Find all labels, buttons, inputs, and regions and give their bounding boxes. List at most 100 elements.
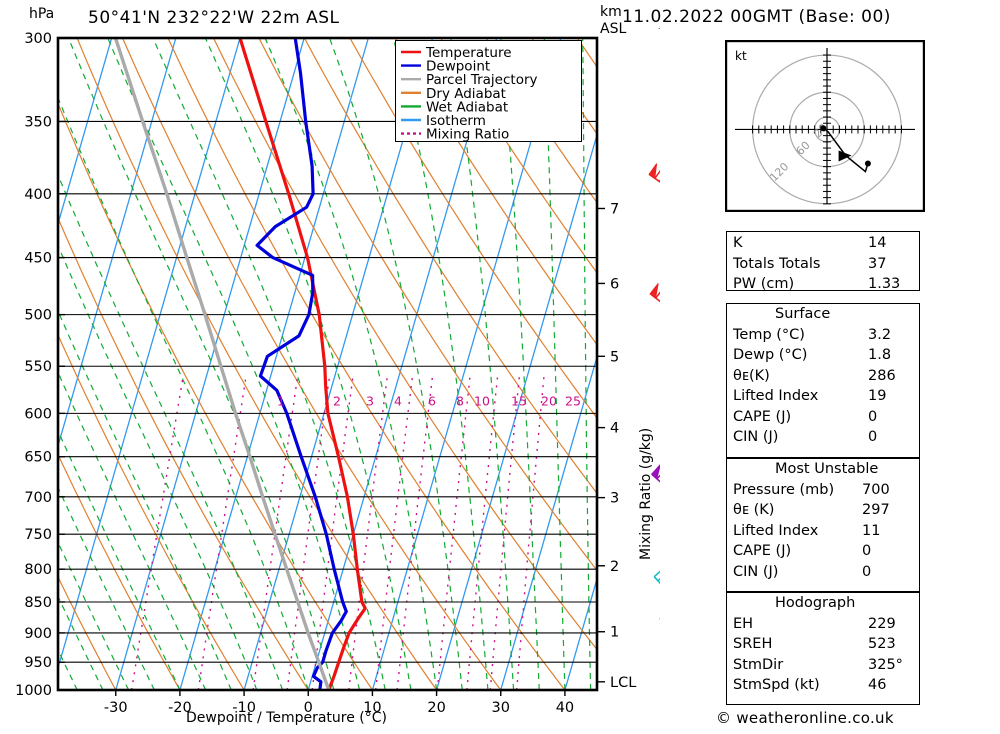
hodograph-unit-label: kt bbox=[735, 49, 747, 63]
panel-row-label: Dewp (°C) bbox=[733, 347, 808, 363]
temperature-tick-label: 10 bbox=[363, 700, 381, 716]
panel-row-value: 523 bbox=[868, 636, 896, 652]
pressure-tick-label: 500 bbox=[24, 308, 52, 324]
legend bbox=[395, 40, 582, 142]
dry-adiabat-line bbox=[623, 38, 660, 690]
pressure-tick-label: 650 bbox=[24, 450, 52, 466]
mixing-ratio-line bbox=[396, 375, 434, 690]
height-tick-label: 7 bbox=[610, 201, 619, 217]
wet-adiabat-line bbox=[582, 38, 592, 690]
panel-row-label: StmSpd (kt) bbox=[733, 677, 820, 693]
mixing-ratio-label: 25 bbox=[565, 393, 581, 408]
panel-row-value: 0 bbox=[862, 563, 872, 580]
pressure-tick-label: 800 bbox=[24, 562, 52, 578]
pressure-tick-label: 400 bbox=[24, 187, 52, 203]
height-tick-label: 3 bbox=[610, 491, 619, 507]
isotherm-line bbox=[58, 38, 241, 671]
pressure-tick-label: 1000 bbox=[15, 683, 52, 699]
indices-panel bbox=[726, 231, 920, 291]
panel-row-value: 0 bbox=[868, 429, 878, 445]
pressure-tick-label: 950 bbox=[24, 655, 52, 671]
parcel-trajectory-trace bbox=[113, 38, 331, 690]
isotherm-line bbox=[371, 38, 562, 690]
legend-label: Dry Adiabat bbox=[426, 86, 506, 102]
height-tick-label: 1 bbox=[610, 625, 619, 641]
mixing-ratio-label: 8 bbox=[456, 393, 464, 408]
panel-row-value: 0 bbox=[862, 543, 872, 559]
isotherm-line bbox=[307, 38, 498, 690]
panel-row-label: θᴇ (K) bbox=[733, 502, 775, 518]
lcl-label: LCL bbox=[610, 675, 636, 691]
panel-row-label: K bbox=[733, 235, 743, 251]
mixing-ratio-line bbox=[375, 375, 414, 690]
pressure-tick-label: 700 bbox=[24, 490, 52, 506]
mixing-ratio-label: 20 bbox=[541, 393, 557, 408]
mixing-ratio-label: 4 bbox=[394, 393, 402, 408]
panel-row-value: 19 bbox=[868, 388, 887, 404]
most-unstable-panel-title: Most Unstable bbox=[775, 461, 879, 477]
panel-row-value: 1.33 bbox=[868, 276, 901, 292]
dry-adiabat-line bbox=[349, 38, 597, 420]
pressure-tick-label: 450 bbox=[24, 251, 52, 267]
isotherm-line bbox=[500, 354, 597, 690]
isotherm-line bbox=[58, 38, 113, 227]
wind-barb bbox=[653, 570, 660, 585]
panel-row-value: 297 bbox=[862, 502, 890, 518]
temperature-tick-label: 20 bbox=[427, 700, 445, 716]
mixing-ratio-label: 10 bbox=[474, 393, 490, 408]
pressure-tick-label: 550 bbox=[24, 359, 52, 375]
panel-row-label: θᴇ(K) bbox=[733, 367, 770, 384]
hodograph-point bbox=[820, 125, 827, 132]
isotherm-line bbox=[179, 38, 369, 690]
legend-label: Mixing Ratio bbox=[426, 127, 509, 142]
legend-label: Parcel Trajectory bbox=[426, 72, 538, 88]
mixing-ratio-line bbox=[436, 375, 471, 690]
mixing-ratio-axis-label: Mixing Ratio (g/kg) bbox=[638, 427, 654, 560]
panel-row-label: PW (cm) bbox=[733, 276, 795, 292]
hodograph-arrow bbox=[838, 150, 852, 162]
legend-label: Dewpoint bbox=[426, 59, 490, 75]
wind-barb bbox=[658, 28, 660, 30]
panel-row-value: 11 bbox=[862, 522, 881, 539]
panel-row-value: 0 bbox=[868, 408, 878, 425]
pressure-tick-label: 850 bbox=[24, 595, 52, 611]
panel-row-value: 14 bbox=[868, 235, 887, 251]
dry-adiabat-line bbox=[58, 575, 117, 690]
surface-panel-title: Surface bbox=[775, 306, 831, 322]
pressure-unit-label: hPa bbox=[29, 6, 55, 22]
wet-adiabat-line bbox=[204, 38, 412, 690]
mixing-ratio-line bbox=[489, 375, 521, 690]
panel-row-value: 37 bbox=[868, 255, 887, 272]
panel-row-value: 3.2 bbox=[868, 326, 892, 343]
mixing-ratio-label: 1 bbox=[277, 393, 285, 408]
height-tick-label: 6 bbox=[610, 276, 619, 292]
panel-row-label: StmDir bbox=[733, 656, 784, 673]
panel-row-label: CAPE (J) bbox=[733, 408, 792, 425]
mixing-ratio-line bbox=[286, 375, 331, 690]
mixing-ratio-line bbox=[466, 375, 499, 690]
dry-adiabat-line bbox=[58, 102, 373, 690]
isotherm-line bbox=[58, 38, 177, 449]
panel-row-value: 46 bbox=[868, 677, 887, 693]
panel-row-value: 229 bbox=[868, 615, 896, 632]
dewpoint-trace bbox=[255, 38, 348, 690]
panel-row-label: CAPE (J) bbox=[733, 543, 792, 559]
mixing-ratio-label: 15 bbox=[511, 393, 527, 408]
wet-adiabat-line bbox=[58, 96, 309, 690]
most-unstable-panel bbox=[726, 458, 920, 592]
surface-panel bbox=[726, 303, 920, 458]
wind-barb bbox=[651, 464, 660, 483]
legend-label: Temperature bbox=[425, 45, 512, 61]
hodograph-point bbox=[864, 160, 871, 167]
pressure-tick-label: 300 bbox=[24, 31, 52, 47]
panel-row-value: 286 bbox=[868, 367, 896, 384]
height-tick-label: 5 bbox=[610, 349, 619, 365]
pressure-tick-label: 350 bbox=[24, 114, 52, 130]
panel-row-label: SREH bbox=[733, 636, 773, 652]
pressure-tick-label: 750 bbox=[24, 527, 52, 543]
skewt-diagram: 3003504004505005506006507007508008509009… bbox=[15, 28, 660, 716]
mixing-ratio-label: 3 bbox=[366, 393, 374, 408]
mixing-ratio-line bbox=[348, 375, 388, 690]
